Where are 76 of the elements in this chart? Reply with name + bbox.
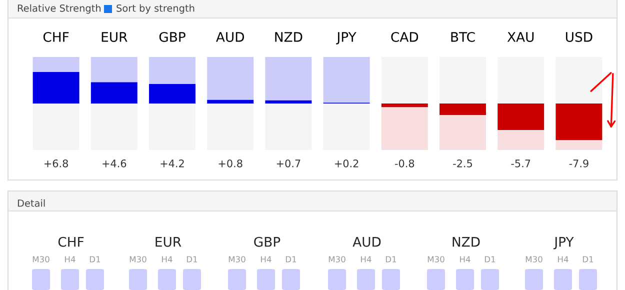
bar (90, 57, 138, 82)
text: H4 (261, 256, 272, 262)
text: M30 (328, 256, 346, 262)
text: H4 (162, 256, 172, 262)
bar (440, 57, 486, 104)
text: H4 (65, 256, 76, 262)
data-label: +0.8 (218, 159, 242, 168)
x-tick-label: NZD (275, 32, 302, 42)
bar (149, 104, 196, 150)
bar (265, 104, 312, 150)
text: H4 (361, 256, 372, 262)
x-tick-label: JPY (336, 32, 356, 44)
chart-title: Relative Strength (18, 4, 101, 14)
bar (32, 57, 80, 72)
bar (32, 104, 80, 150)
text: H4 (460, 256, 470, 262)
text: D1 (484, 256, 496, 262)
category-label: JPY (554, 237, 574, 250)
bar (381, 104, 428, 108)
text: M30 (228, 256, 246, 262)
text: H4 (558, 256, 568, 262)
bar (149, 57, 196, 84)
text: M30 (428, 256, 444, 262)
text: D1 (386, 256, 396, 262)
x-tick-label: AUD (216, 32, 244, 42)
x-tick-label: CHF (43, 32, 69, 42)
data-label: +4.6 (102, 159, 126, 168)
bar (32, 72, 80, 104)
data-label: -0.8 (394, 159, 414, 168)
bar (323, 57, 370, 103)
text: D1 (186, 256, 198, 262)
bar (207, 100, 254, 104)
bar (498, 57, 544, 104)
bar (498, 130, 544, 150)
text: D1 (90, 256, 100, 262)
bar (323, 104, 370, 150)
bar (498, 104, 544, 130)
bar (265, 57, 312, 100)
bar (207, 104, 254, 150)
text: M30 (526, 256, 542, 262)
bar (381, 107, 428, 150)
x-tick-label: BTC (451, 32, 475, 42)
bar (556, 140, 602, 150)
text: Detail (18, 199, 45, 207)
x-tick-label: CAD (391, 32, 418, 42)
bar (440, 115, 486, 150)
text: M30 (130, 256, 146, 262)
data-label: +4.2 (160, 159, 184, 168)
x-tick-label: XAU (507, 32, 534, 42)
category-label: NZD (452, 237, 480, 247)
x-tick-label: GBP (159, 32, 186, 42)
bar (90, 104, 138, 150)
data-label: -7.9 (569, 159, 588, 168)
bar (556, 57, 602, 104)
text: D1 (286, 256, 296, 262)
data-label: -5.7 (511, 160, 530, 168)
category-label: GBP (254, 236, 280, 247)
bar (90, 82, 138, 104)
bar (381, 57, 428, 104)
data-label: +6.8 (44, 159, 68, 168)
text: D1 (582, 256, 594, 262)
text: M30 (32, 256, 50, 262)
data-label: +0.7 (276, 159, 300, 168)
category-label: AUD (352, 237, 381, 247)
x-tick-label: EUR (102, 32, 128, 42)
data-label: -2.5 (453, 159, 472, 168)
bar (440, 104, 486, 116)
bar (149, 84, 196, 104)
data-label: +0.2 (335, 159, 358, 168)
category-label: CHF (58, 236, 84, 247)
text: Sort by strength (116, 4, 194, 14)
bar (207, 57, 254, 100)
bar (265, 100, 312, 104)
bar (556, 104, 602, 140)
category-label: EUR (156, 237, 182, 247)
x-tick-label: USD (566, 32, 592, 42)
